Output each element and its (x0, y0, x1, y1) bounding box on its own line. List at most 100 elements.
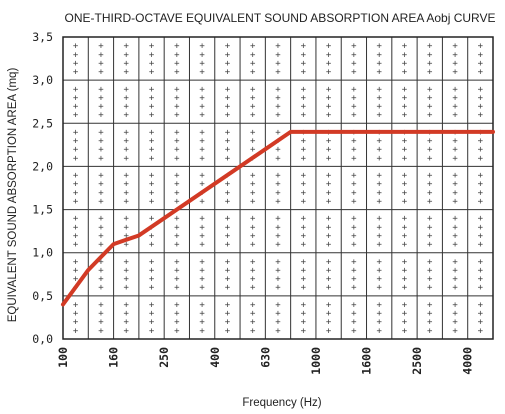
grid-plus-marker: + (402, 137, 408, 147)
grid-plus-marker: + (174, 300, 180, 310)
grid-plus-marker: + (351, 145, 357, 155)
grid-plus-marker: + (199, 300, 205, 310)
grid-plus-marker: + (427, 50, 433, 60)
grid-plus-marker: + (73, 111, 79, 121)
series-points (61, 130, 495, 306)
grid-plus-marker: + (478, 266, 484, 276)
grid-plus-marker: + (174, 257, 180, 267)
grid-plus-marker: + (275, 257, 281, 267)
grid-plus-marker: + (452, 93, 458, 103)
y-tick-label: 2,5 (32, 116, 53, 130)
grid-plus-marker: + (452, 300, 458, 310)
grid-plus-marker: + (478, 145, 484, 155)
grid-plus-marker: + (199, 137, 205, 147)
grid-plus-marker: + (149, 111, 155, 121)
grid-plus-marker: + (326, 257, 332, 267)
data-point (112, 242, 116, 246)
grid-plus-marker: + (225, 318, 231, 328)
grid-plus-marker: + (199, 111, 205, 121)
data-point (466, 130, 470, 134)
grid-plus-marker: + (149, 326, 155, 336)
grid-plus-marker: + (402, 300, 408, 310)
grid-plus-marker: + (402, 318, 408, 328)
grid-plus-marker: + (351, 188, 357, 198)
grid-plus-marker: + (250, 111, 256, 121)
grid-plus-marker: + (301, 197, 307, 207)
grid-plus-marker: + (478, 154, 484, 164)
grid-plus-marker: + (301, 42, 307, 52)
grid-plus-marker: + (275, 102, 281, 112)
grid-plus-marker: + (199, 266, 205, 276)
grid-plus-marker: + (73, 257, 79, 267)
x-tick-label: 100 (56, 347, 70, 368)
grid-plus-marker: + (174, 188, 180, 198)
grid-plus-marker: + (402, 188, 408, 198)
grid-plus-marker: + (376, 318, 382, 328)
y-tick-label: 3,5 (32, 30, 53, 44)
grid-plus-marker: + (478, 231, 484, 241)
grid-plus-marker: + (124, 154, 130, 164)
grid-plus-marker: + (478, 85, 484, 95)
grid-plus-marker: + (98, 318, 104, 328)
grid-plus-marker: + (301, 257, 307, 267)
grid-plus-marker: + (250, 214, 256, 224)
grid-plus-marker: + (124, 188, 130, 198)
grid-plus-marker: + (149, 68, 155, 78)
grid-plus-marker: + (98, 171, 104, 181)
grid-plus-marker: + (478, 111, 484, 121)
grid-plus-marker: + (73, 50, 79, 60)
data-point (187, 199, 191, 203)
grid-plus-marker: + (351, 93, 357, 103)
grid-plus-marker: + (124, 240, 130, 250)
grid-plus-marker: + (427, 231, 433, 241)
grid-plus-marker: + (376, 283, 382, 293)
grid-plus-marker: + (301, 102, 307, 112)
grid-plus-marker: + (149, 318, 155, 328)
grid-plus-marker: + (427, 214, 433, 224)
grid-plus-marker: + (301, 318, 307, 328)
data-point (238, 164, 242, 168)
grid-plus-marker: + (124, 266, 130, 276)
grid-plus-marker: + (301, 188, 307, 198)
grid-plus-marker: + (250, 50, 256, 60)
grid-plus-marker: + (376, 59, 382, 69)
grid-plus-marker: + (124, 318, 130, 328)
grid-plus-marker: + (98, 42, 104, 52)
grid-plus-marker: + (376, 85, 382, 95)
grid-plus-marker: + (73, 318, 79, 328)
grid-plus-marker: + (402, 266, 408, 276)
grid-plus-marker: + (199, 42, 205, 52)
grid-plus-marker: + (275, 275, 281, 285)
grid-plus-marker: + (351, 42, 357, 52)
grid-plus-marker: + (98, 231, 104, 241)
grid-plus-marker: + (376, 154, 382, 164)
grid-plus-marker: + (478, 318, 484, 328)
x-tick-label: 160 (107, 347, 121, 368)
grid-plus-marker: + (199, 283, 205, 293)
grid-plus-marker: + (452, 85, 458, 95)
grid-plus-marker: + (225, 50, 231, 60)
grid-plus-marker: + (98, 128, 104, 138)
grid-plus-marker: + (376, 326, 382, 336)
grid-plus-marker: + (124, 128, 130, 138)
grid-plus-marker: + (73, 231, 79, 241)
grid-plus-marker: + (73, 214, 79, 224)
grid-plus-marker: + (402, 171, 408, 181)
grid-plus-marker: + (452, 180, 458, 190)
grid-plus-marker: + (376, 50, 382, 60)
grid-plus-marker: + (402, 275, 408, 285)
grid-plus-marker: + (402, 93, 408, 103)
grid-plus-marker: + (376, 266, 382, 276)
grid-plus-marker: + (275, 240, 281, 250)
grid-plus-marker: + (376, 171, 382, 181)
grid-plus-marker: + (452, 223, 458, 233)
grid-plus-marker: + (301, 137, 307, 147)
grid-plus-marker: + (149, 42, 155, 52)
grid-plus-marker: + (199, 128, 205, 138)
grid-plus-marker: + (376, 300, 382, 310)
grid-plus-marker: + (174, 50, 180, 60)
grid-plus-marker: + (250, 128, 256, 138)
grid-plus-marker: + (275, 68, 281, 78)
grid-plus-marker: + (98, 145, 104, 155)
grid-plus-marker: + (301, 85, 307, 95)
